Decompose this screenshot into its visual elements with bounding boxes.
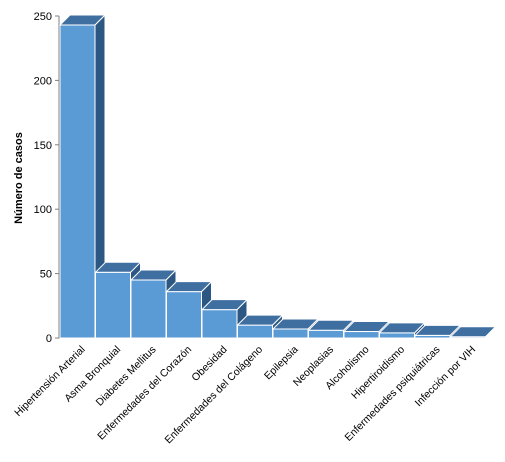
y-tick-label: 100	[34, 204, 52, 216]
y-axis-title: Número de casos	[13, 132, 25, 224]
bar	[58, 13, 107, 340]
x-tick-label: Infección por VIH	[413, 344, 478, 409]
bar-front	[59, 24, 96, 339]
bar-top	[413, 324, 462, 336]
bar	[413, 324, 462, 340]
y-tick-label: 250	[34, 11, 52, 23]
bar-front	[343, 331, 380, 339]
bar-front	[201, 309, 238, 339]
bar	[165, 280, 213, 340]
bar-top	[94, 261, 142, 273]
chart-bars	[58, 13, 497, 340]
bar-front	[95, 271, 131, 339]
bar-top	[200, 299, 249, 311]
x-tick-label: Diabetes Mellitus	[94, 344, 159, 409]
bar-top	[342, 321, 391, 333]
y-tick-label: 150	[34, 140, 52, 152]
bar-top	[378, 322, 426, 334]
bar-front	[166, 291, 202, 339]
bar-top	[271, 318, 320, 330]
bar-top	[307, 319, 355, 331]
bar-front	[130, 279, 167, 339]
bar-top	[58, 14, 107, 26]
bar-top	[129, 269, 178, 281]
bar-front	[379, 332, 415, 339]
bar-top	[236, 314, 284, 326]
bar	[449, 325, 497, 340]
bar-front	[272, 328, 309, 339]
bar-front	[237, 324, 273, 339]
y-tick-label: 50	[40, 269, 52, 281]
bar-top	[165, 281, 213, 293]
y-tick-label: 0	[46, 333, 52, 345]
bar-front	[308, 329, 344, 339]
y-tick-label: 200	[34, 75, 52, 87]
bar-top	[449, 326, 497, 338]
